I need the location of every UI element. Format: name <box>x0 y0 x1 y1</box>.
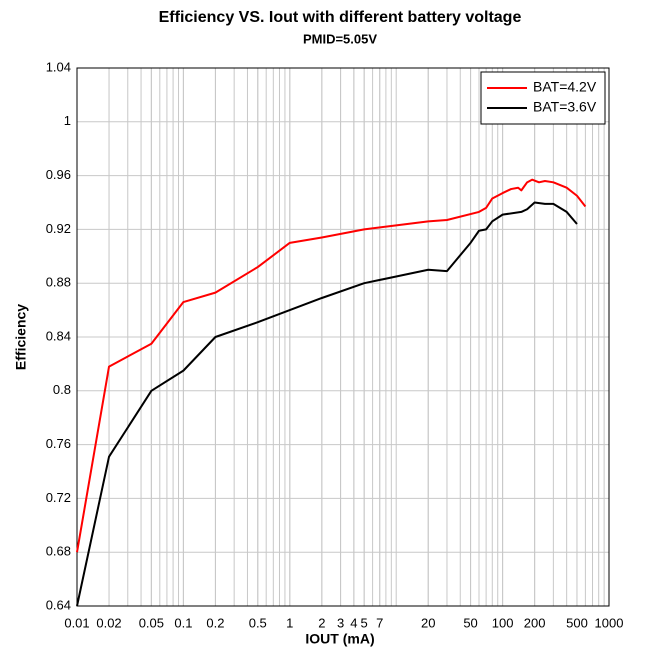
y-tick-label: 0.92 <box>46 221 71 236</box>
x-tick-label: 5 <box>361 615 368 630</box>
series-line <box>76 201 578 607</box>
x-tick-label: 0.5 <box>249 615 267 630</box>
plot-frame <box>76 67 610 607</box>
y-tick-label: 0.88 <box>46 275 71 290</box>
y-tick-label: 1.04 <box>46 59 71 74</box>
x-tick-label: 0.02 <box>96 615 121 630</box>
chart-subtitle: PMID=5.05V <box>303 31 377 46</box>
chart-title: Efficiency VS. Iout with different batte… <box>159 9 522 26</box>
series-line <box>76 178 587 553</box>
x-tick-label: 50 <box>463 615 477 630</box>
x-tick-label: 1 <box>286 615 293 630</box>
x-tick-label: 1000 <box>595 615 624 630</box>
y-tick-label: 0.76 <box>46 436 71 451</box>
x-axis-label: IOUT (mA) <box>305 631 374 647</box>
x-tick-label: 7 <box>376 615 383 630</box>
x-tick-label: 100 <box>492 615 514 630</box>
y-tick-label: 0.68 <box>46 544 71 559</box>
x-tick-label: 0.2 <box>206 615 224 630</box>
y-tick-label: 0.96 <box>46 167 71 182</box>
y-tick-label: 0.72 <box>46 490 71 505</box>
y-tick-label: 0.64 <box>46 597 71 612</box>
legend-box <box>480 71 606 125</box>
x-tick-label: 0.05 <box>139 615 164 630</box>
y-tick-label: 0.8 <box>53 382 71 397</box>
x-tick-label: 2 <box>318 615 325 630</box>
x-tick-label: 500 <box>566 615 588 630</box>
x-tick-label: 20 <box>421 615 435 630</box>
legend-label: BAT=4.2V <box>533 79 597 95</box>
y-tick-label: 1 <box>64 113 71 128</box>
legend-label: BAT=3.6V <box>533 99 597 115</box>
x-tick-label: 0.1 <box>174 615 192 630</box>
x-tick-label: 4 <box>350 615 357 630</box>
y-axis-label: Efficiency <box>13 304 29 370</box>
x-tick-label: 200 <box>524 615 546 630</box>
x-tick-label: 0.01 <box>64 615 89 630</box>
x-tick-label: 3 <box>337 615 344 630</box>
y-tick-label: 0.84 <box>46 328 71 343</box>
